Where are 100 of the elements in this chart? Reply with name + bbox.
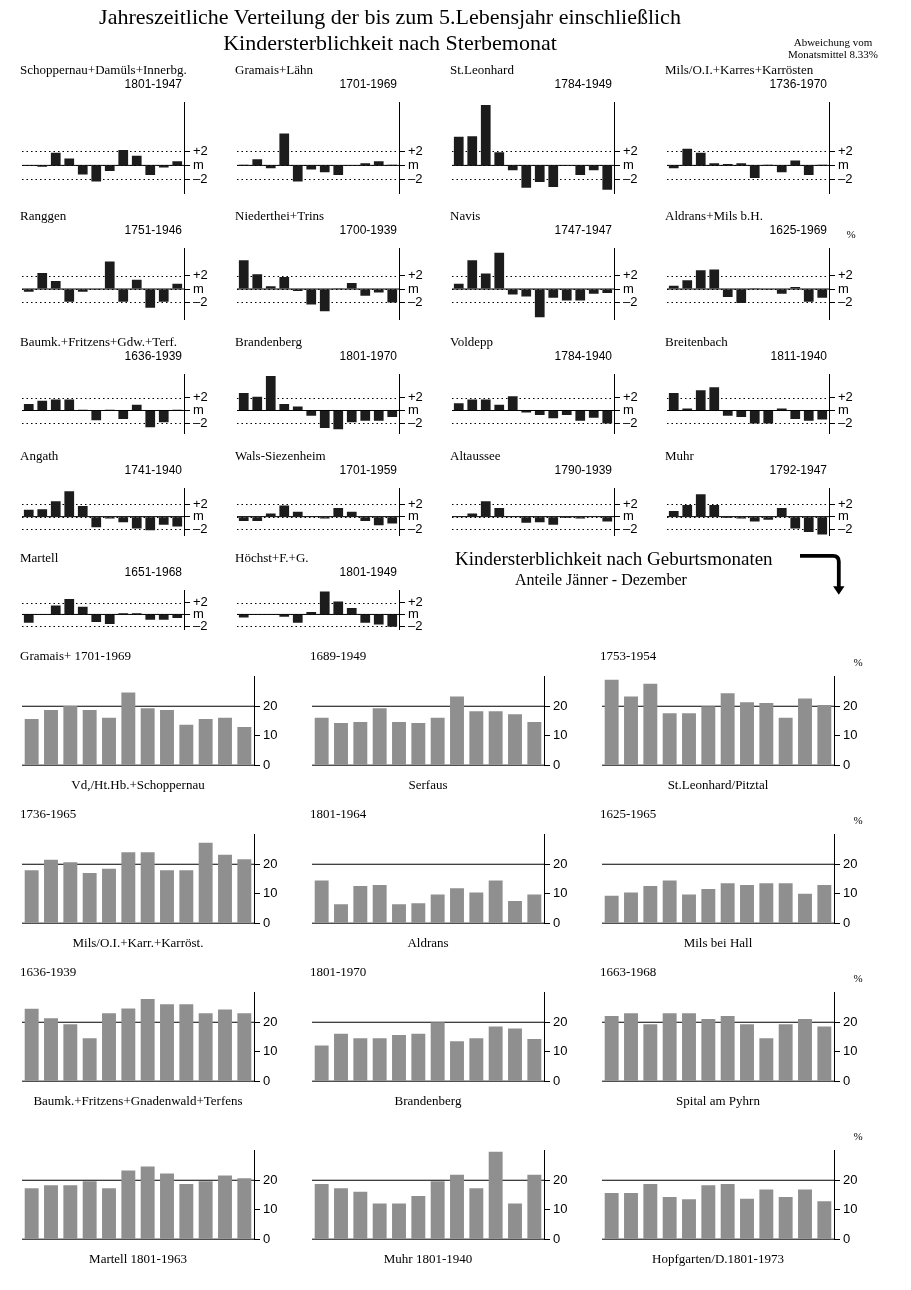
x-axis-title: Brandenberg	[393, 1093, 463, 1109]
chart-title: Navis	[450, 208, 481, 223]
y-tick-label: +2	[193, 389, 208, 405]
y-tick-label: m	[193, 402, 204, 418]
y-tick-label: 20	[263, 1013, 278, 1029]
y-tick-label: m	[838, 156, 849, 172]
y-tick-label: –2	[623, 415, 638, 431]
x-axis-title: Vd,/Ht.Hb.+Schoppernau	[70, 777, 206, 793]
y-tick-label: 20	[843, 1013, 858, 1029]
y-tick-label: m	[193, 280, 204, 296]
chart-subtitle: 1625-1969	[769, 223, 827, 237]
y-tick-label: +2	[838, 143, 853, 159]
chart-subtitle: 1747-1947	[554, 223, 612, 237]
y-tick-label: –2	[408, 170, 423, 186]
y-tick-label: m	[623, 156, 634, 172]
y-axis-title: %	[852, 1130, 864, 1142]
x-axis-title: Aldrans	[406, 935, 450, 951]
chart-title: Aldrans+Mils b.H.	[665, 208, 763, 223]
y-tick-label: 20	[843, 1171, 858, 1187]
y-tick-label: m	[408, 280, 419, 296]
chart-subtitle: 1700-1939	[339, 223, 397, 237]
chart-title: Breitenbach	[665, 334, 728, 349]
text: Anteile Jänner - Dezember	[515, 570, 688, 590]
y-tick-label: 0	[843, 1230, 851, 1246]
y-tick-label: 10	[263, 1043, 278, 1059]
chart-subtitle: 1701-1959	[339, 463, 397, 477]
y-tick-label: 20	[843, 697, 858, 713]
x-axis-title: St.Leonhard/Pitztal	[666, 777, 770, 793]
y-tick-label: –2	[623, 170, 638, 186]
y-tick-label: +2	[193, 143, 208, 159]
y-tick-label: 10	[263, 1201, 278, 1217]
chart-subtitle: 1636-1939	[124, 349, 182, 363]
y-tick-label: –2	[623, 294, 638, 310]
chart-subtitle: 1792-1947	[769, 463, 827, 477]
chart-title: Brandenberg	[235, 334, 302, 349]
y-tick-label: 0	[553, 1230, 561, 1246]
y-tick-label: m	[408, 156, 419, 172]
y-tick-label: 0	[263, 756, 271, 772]
chart-title: Baumk.+Fritzens+Gdw.+Terf.	[20, 334, 178, 349]
y-tick-label: 0	[263, 914, 271, 930]
chart-subtitle: 1651-1968	[124, 565, 182, 579]
y-tick-label: +2	[838, 495, 853, 511]
y-tick-label: +2	[408, 267, 423, 283]
y-tick-label: 10	[843, 885, 858, 901]
chart-title: Angath	[20, 448, 59, 463]
y-tick-label: m	[408, 402, 419, 418]
y-tick-label: –2	[838, 415, 853, 431]
chart-title: 1753-1954	[600, 648, 657, 663]
chart-subtitle: 1741-1940	[124, 463, 182, 477]
y-tick-label: m	[838, 402, 849, 418]
y-tick-label: +2	[193, 267, 208, 283]
y-tick-label: 20	[553, 1013, 568, 1029]
chart-subtitle: 1801-1970	[339, 349, 397, 363]
chart-title: Gramais+ 1701-1969	[20, 648, 131, 663]
y-tick-label: –2	[838, 294, 853, 310]
x-axis-title: Martell 1801-1963	[88, 1251, 188, 1267]
y-tick-label: 20	[263, 855, 278, 871]
y-tick-label: –2	[408, 294, 423, 310]
y-tick-label: 0	[553, 756, 561, 772]
x-axis-title: Muhr 1801-1940	[382, 1251, 474, 1267]
y-tick-label: m	[623, 280, 634, 296]
y-tick-label: 10	[843, 1201, 858, 1217]
chart-subtitle: 1790-1939	[554, 463, 612, 477]
chart-title: 1689-1949	[310, 648, 367, 663]
y-tick-label: –2	[838, 170, 853, 186]
y-tick-label: +2	[838, 389, 853, 405]
y-tick-label: 0	[553, 914, 561, 930]
y-tick-label: 0	[263, 1072, 271, 1088]
text: Jahreszeitliche Verteilung der bis zum 5.Lebensjahr einschließlich Kindersterblichkeit nach Sterbemonat	[98, 4, 682, 56]
y-tick-label: 0	[263, 1230, 271, 1246]
chart-subtitle: 1801-1947	[124, 77, 182, 91]
y-tick-label: 0	[843, 914, 851, 930]
y-tick-label: 20	[553, 855, 568, 871]
chart-title: St.Leonhard	[450, 62, 514, 77]
y-tick-label: m	[838, 280, 849, 296]
y-tick-label: m	[623, 402, 634, 418]
chart-subtitle: 1751-1946	[124, 223, 182, 237]
y-tick-label: 10	[553, 885, 568, 901]
y-tick-label: 10	[553, 1201, 568, 1217]
x-axis-title: Mils/O.I.+Karr.+Karröst.	[71, 935, 205, 951]
y-tick-label: 10	[843, 727, 858, 743]
y-tick-label: 20	[553, 697, 568, 713]
y-axis-title: Abweichung vom Monatsmittel 8.33%	[787, 36, 879, 60]
chart-subtitle: 1736-1970	[769, 77, 827, 91]
y-axis-title: %	[845, 228, 857, 240]
y-tick-label: +2	[623, 267, 638, 283]
chart-subtitle: 1811-1940	[770, 349, 827, 363]
y-tick-label: 20	[263, 697, 278, 713]
chart-title: Schoppernau+Damüls+Innerbg.	[20, 62, 187, 77]
y-axis-title: %	[852, 656, 864, 668]
y-tick-label: 10	[553, 1043, 568, 1059]
y-tick-label: 20	[553, 1171, 568, 1187]
chart-title: Altaussee	[450, 448, 501, 463]
chart-subtitle: 1784-1949	[554, 77, 612, 91]
y-axis-title: %	[852, 972, 864, 984]
chart-title: 1736-1965	[20, 806, 77, 821]
chart-title: Höchst+F.+G.	[235, 550, 309, 565]
y-tick-label: –2	[193, 294, 208, 310]
y-tick-label: +2	[408, 389, 423, 405]
text: Kindersterblichkeit nach Geburtsmonaten	[455, 548, 774, 570]
